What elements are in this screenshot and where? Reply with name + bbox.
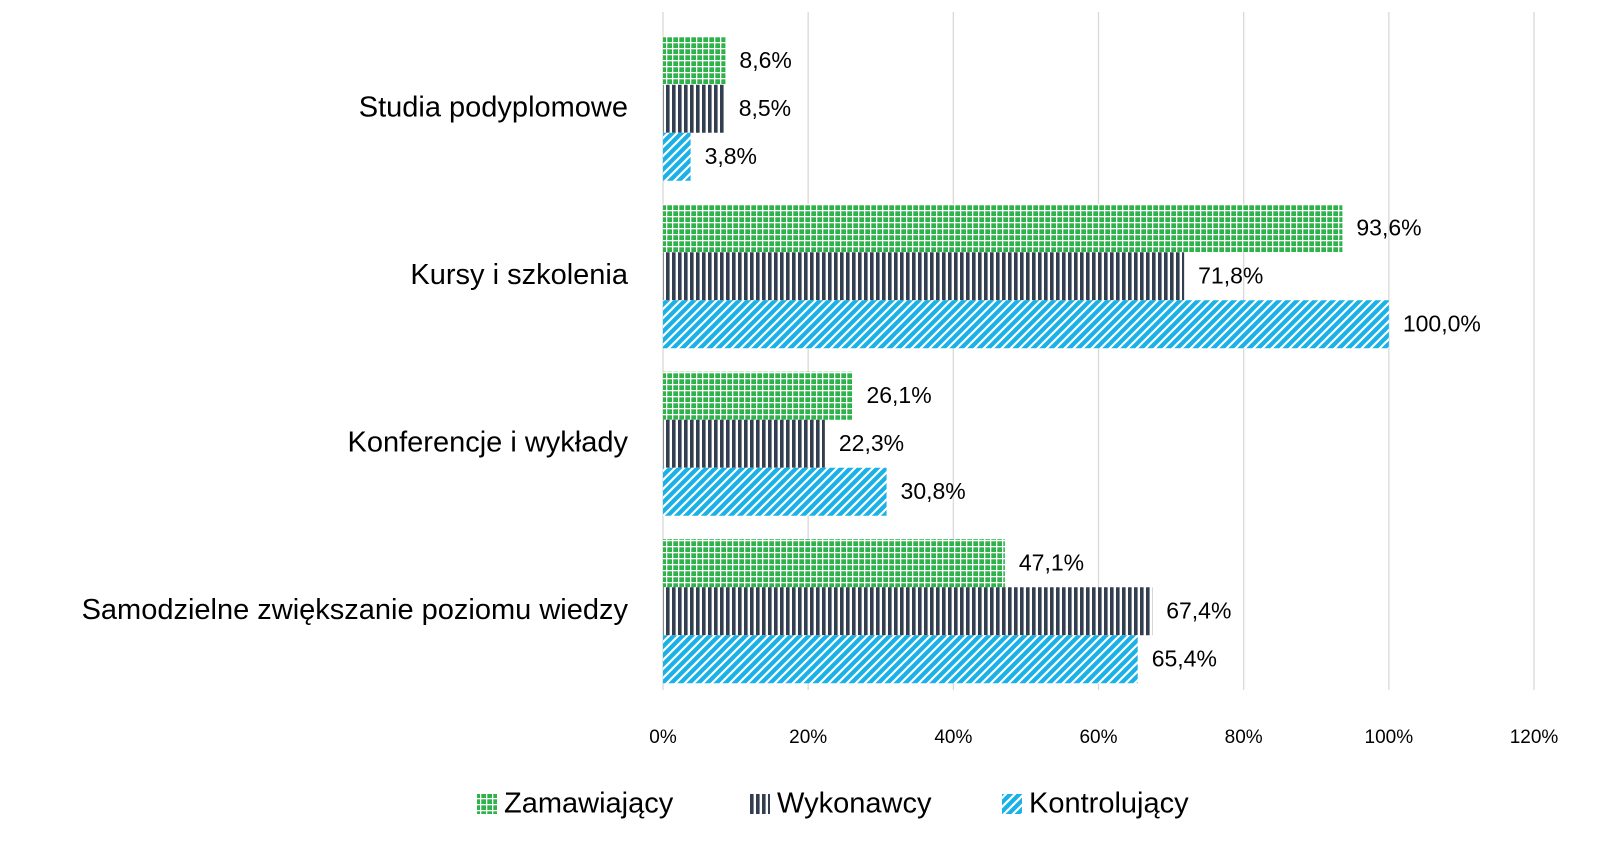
bar <box>663 635 1138 684</box>
legend-item: Zamawiający <box>477 788 674 820</box>
value-label: 3,8% <box>705 143 757 169</box>
value-label: 26,1% <box>866 382 931 408</box>
bar <box>663 467 887 516</box>
bar <box>663 587 1153 636</box>
x-tick-label: 120% <box>1510 727 1559 748</box>
value-label: 100,0% <box>1403 310 1481 336</box>
value-label: 8,6% <box>739 47 791 73</box>
bar <box>663 371 853 420</box>
legend-label: Wykonawcy <box>777 788 932 820</box>
x-tick-label: 60% <box>1079 727 1117 748</box>
value-label: 8,5% <box>739 95 791 121</box>
legend-label: Zamawiający <box>504 788 674 820</box>
bar <box>663 132 691 181</box>
bar <box>663 300 1389 349</box>
bar <box>663 419 825 468</box>
category-label: Kursy i szkolenia <box>410 259 628 291</box>
x-tick-label: 20% <box>789 727 827 748</box>
value-label: 65,4% <box>1152 645 1217 671</box>
legend-item: Kontrolujący <box>1002 788 1189 820</box>
legend-swatch <box>477 794 497 814</box>
value-label: 67,4% <box>1166 597 1231 623</box>
value-label: 22,3% <box>839 430 904 456</box>
value-label: 47,1% <box>1019 549 1084 575</box>
value-label: 93,6% <box>1356 214 1421 240</box>
x-tick-label: 80% <box>1225 727 1263 748</box>
x-tick-label: 0% <box>649 727 677 748</box>
bar <box>663 252 1185 301</box>
legend-item: Wykonawcy <box>750 788 932 820</box>
legend-swatch <box>1002 794 1022 814</box>
category-label: Konferencje i wykłady <box>348 426 629 458</box>
category-label: Samodzielne zwiększanie poziomu wiedzy <box>82 594 629 626</box>
bar <box>663 36 726 85</box>
category-label: Studia podyplomowe <box>359 91 628 123</box>
x-tick-label: 40% <box>934 727 972 748</box>
value-label: 30,8% <box>901 478 966 504</box>
bar <box>663 84 725 133</box>
value-label: 71,8% <box>1198 262 1263 288</box>
legend-swatch <box>750 794 770 814</box>
legend-label: Kontrolujący <box>1029 788 1189 820</box>
x-tick-label: 100% <box>1365 727 1414 748</box>
bar <box>663 204 1343 253</box>
bar <box>663 539 1005 588</box>
